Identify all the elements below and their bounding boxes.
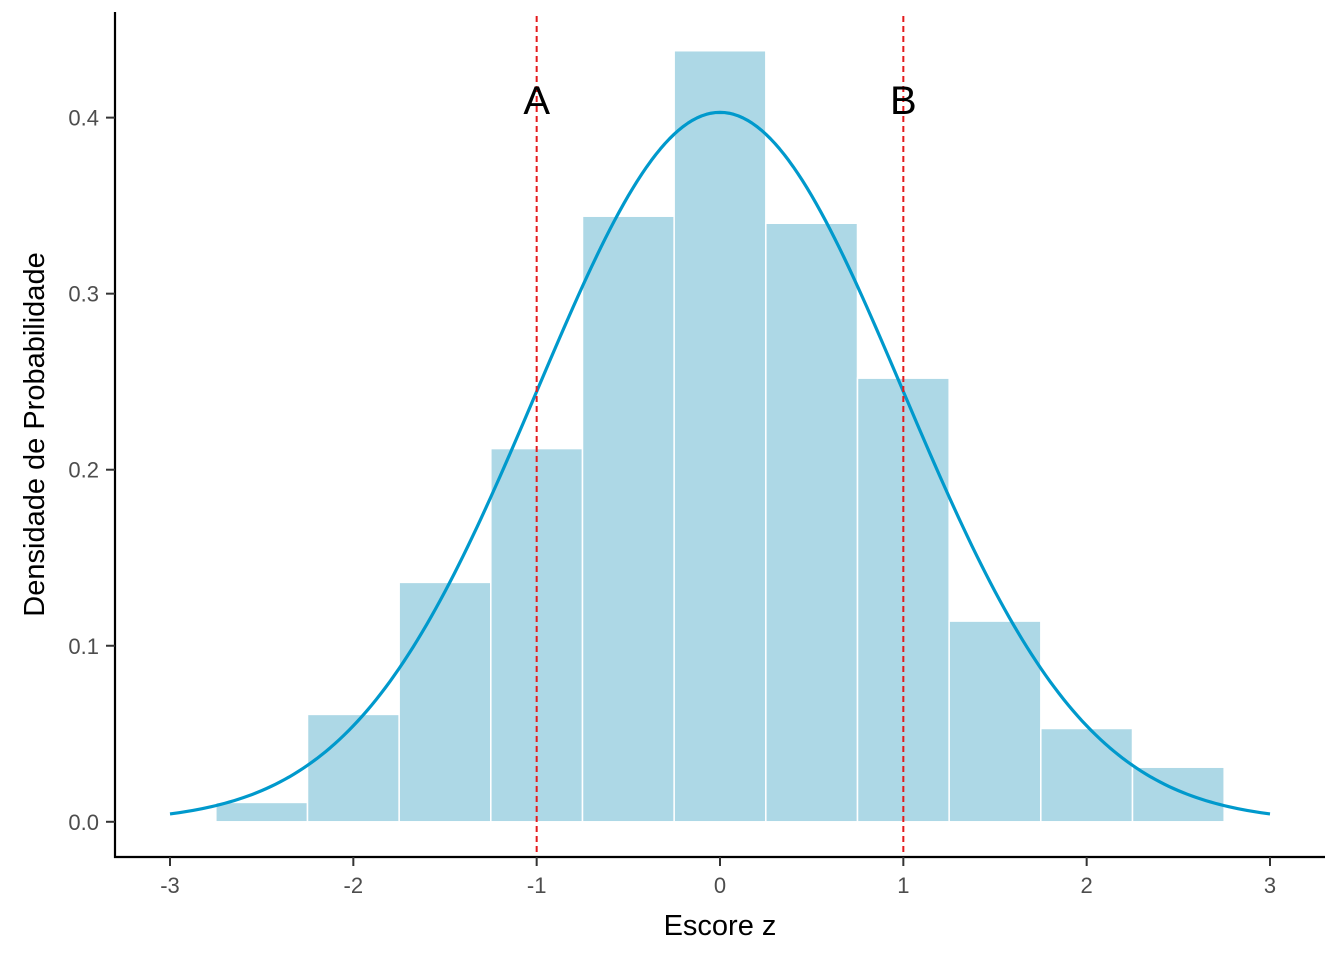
y-tick-label: 0.1 — [68, 634, 99, 659]
histogram-bar — [306, 713, 400, 823]
histogram-bar — [1040, 727, 1134, 823]
axes: -3 -2 -1 0 1 2 3 0.0 0.1 0.2 0.3 0.4 — [68, 12, 1325, 898]
y-axis-title: Densidade de Probabilidade — [19, 252, 51, 616]
histogram-bar — [581, 215, 675, 823]
reference-label-b: B — [890, 79, 917, 123]
x-tick-label: 2 — [1081, 873, 1093, 898]
y-tick-label: 0.2 — [68, 458, 99, 483]
normal-density-curve — [169, 110, 1271, 816]
histogram-bars — [215, 49, 1225, 823]
histogram-bar — [398, 581, 492, 823]
x-tick-label: 1 — [897, 873, 909, 898]
x-axis-title: Escore z — [664, 910, 777, 942]
histogram-bar — [673, 49, 767, 823]
y-tick-label: 0.0 — [68, 810, 99, 835]
density-curve-layer — [169, 110, 1271, 816]
reference-label-a: A — [523, 79, 550, 123]
histogram-bar — [765, 222, 859, 823]
x-tick-label: -3 — [160, 873, 180, 898]
y-tick-label: 0.4 — [68, 106, 99, 131]
x-tick-label: -2 — [344, 873, 364, 898]
y-tick-label: 0.3 — [68, 282, 99, 307]
histogram-bar — [215, 801, 309, 823]
histogram-bar — [490, 447, 584, 823]
x-tick-label: -1 — [527, 873, 547, 898]
x-axis-ticks: -3 -2 -1 0 1 2 3 — [160, 857, 1276, 898]
x-tick-label: 0 — [714, 873, 726, 898]
x-tick-label: 3 — [1264, 873, 1276, 898]
y-axis-ticks: 0.0 0.1 0.2 0.3 0.4 — [68, 106, 115, 835]
histogram-bar — [948, 620, 1042, 823]
